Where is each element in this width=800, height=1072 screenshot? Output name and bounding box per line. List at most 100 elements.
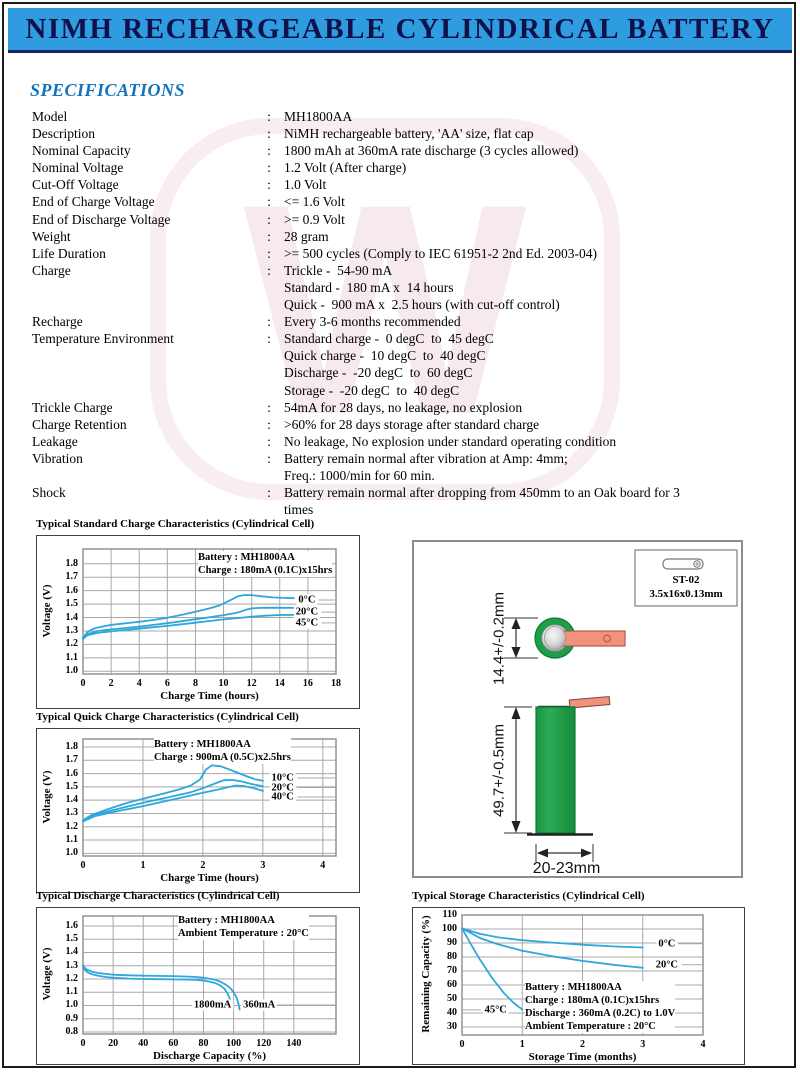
spec-row: Model: MH1800AA <box>32 108 772 125</box>
spec-label: End of Charge Voltage <box>32 194 155 210</box>
y-tick-label: 1.8 <box>65 557 79 569</box>
curve-0°C <box>82 594 295 639</box>
spec-label: Nominal Voltage <box>32 160 124 176</box>
spec-colon: : <box>267 126 271 142</box>
curve-label-0°C: 0°C <box>296 594 318 606</box>
diameter-label: 14.4+/-0.2mm <box>490 592 508 685</box>
spec-label: Charge Retention <box>32 416 127 432</box>
spec-row: Leakage: No leakage, No explosion under s… <box>32 433 772 450</box>
spec-value: <= 1.6 Volt <box>284 193 772 210</box>
spec-value: Battery remain normal after vibration at… <box>284 450 772 484</box>
tab-hole <box>603 634 611 643</box>
y-tick-label: 1.0 <box>65 999 79 1011</box>
spec-value: 1.2 Volt (After charge) <box>284 159 772 176</box>
x-axis-label: Storage Time (months) <box>528 1051 637 1063</box>
x-tick-label: 1 <box>519 1039 525 1050</box>
spec-label: Description <box>32 126 95 142</box>
spec-value-line: Standard charge - 0 degC to 45 degC <box>284 331 494 347</box>
spec-row: Weight:28 gram <box>32 228 772 245</box>
spec-row: Charge: Trickle - 54-90 mA Standard - 180 … <box>32 262 772 313</box>
spec-value: NiMH rechargeable battery, 'AA' size, fl… <box>284 125 772 142</box>
curve-40°C <box>82 784 264 823</box>
x-tick-label: 0 <box>80 678 86 689</box>
y-tick-label: 40 <box>447 1007 457 1019</box>
spec-value: MH1800AA <box>284 108 772 125</box>
spec-colon: : <box>267 211 271 227</box>
x-tick-label: 4 <box>320 860 326 871</box>
x-tick-label: 0 <box>80 1038 86 1049</box>
spec-value: >60% for 28 days storage after standard … <box>284 416 772 433</box>
x-tick-label: 40 <box>138 1038 149 1049</box>
page-title: NIMH RECHARGEABLE CYLINDRICAL BATTERY <box>25 12 775 45</box>
curve-label-0°C: 0°C <box>656 938 678 950</box>
spec-value-line: Trickle - 54-90 mA <box>284 262 393 278</box>
y-tick-label: 1.6 <box>65 584 79 596</box>
spec-colon: : <box>267 450 271 466</box>
curve-label-20°C: 20°C <box>269 782 296 794</box>
curve-20°C <box>82 606 295 640</box>
spec-value-line: >= 0.9 Volt <box>284 211 345 227</box>
curve-10°C <box>82 764 264 821</box>
spec-label: Life Duration <box>32 245 106 261</box>
spec-label: Trickle Charge <box>32 399 113 415</box>
x-tick-label: 4 <box>700 1039 706 1050</box>
chart-title: Typical Standard Charge Characteristics … <box>36 518 315 530</box>
y-tick-label: 1.1 <box>65 986 79 998</box>
spec-row: Charge Retention: >60% for 28 days storag… <box>32 416 772 433</box>
spec-value: 1800 mAh at 360mA rate discharge (3 cycl… <box>284 142 772 159</box>
spec-value-line: NiMH rechargeable battery, 'AA' size, fl… <box>284 126 534 142</box>
spec-value-line: times <box>284 502 314 518</box>
spec-label: Recharge <box>32 314 83 330</box>
spec-value-line: No leakage, No explosion under standard … <box>284 433 617 449</box>
spec-value-line: <= 1.6 Volt <box>284 194 345 210</box>
y-tick-label: 0.8 <box>65 1026 79 1037</box>
spec-colon: : <box>267 177 271 193</box>
solder-tab-icon <box>662 558 704 570</box>
y-tick-label: 1.4 <box>65 946 79 958</box>
y-tick-label: 1.1 <box>65 651 79 663</box>
spec-list: Model: MH1800AA Description: NiMH rechargea… <box>32 108 772 518</box>
spec-value-line: 1.0 Volt <box>284 177 327 193</box>
curve-label-45°C: 45°C <box>482 1004 509 1016</box>
spec-value-line: 54mA for 28 days, no leakage, no explosi… <box>284 399 523 415</box>
x-tick-label: 60 <box>168 1038 179 1049</box>
chart-title: Typical Quick Charge Characteristics (Cy… <box>36 711 299 723</box>
x-tick-label: 20 <box>108 1038 119 1049</box>
x-tick-label: 0 <box>459 1039 465 1050</box>
y-tick-label: 1.6 <box>65 767 79 779</box>
spec-value: 1.0 Volt <box>284 176 772 193</box>
curve-label-1800mA: 1800mA <box>191 999 234 1011</box>
spec-colon: : <box>267 416 271 432</box>
chart-legend: Battery : MH1800AA Charge : 180mA (0.1C)… <box>198 551 333 577</box>
spec-colon: : <box>267 109 271 124</box>
spec-colon: : <box>267 143 271 159</box>
y-tick-label: 1.3 <box>65 624 79 636</box>
spec-colon: : <box>267 245 271 261</box>
spec-colon: : <box>267 314 271 330</box>
spec-value: No leakage, No explosion under standard … <box>284 433 772 450</box>
chart: 0 1 2 3 4 1.8 1.7 1.6 1.5 1.4 1.3 1.2 1.1 1.0 Charge T… <box>36 728 360 893</box>
spec-value: 28 gram <box>284 228 772 245</box>
y-tick-label: 1.0 <box>65 847 79 859</box>
spec-colon: : <box>267 399 271 415</box>
section-title: SPECIFICATIONS <box>30 80 186 100</box>
curve-360mA <box>82 964 241 1011</box>
chart-legend: Battery : MH1800AA Ambient Temperature :… <box>178 914 309 940</box>
x-tick-label: 4 <box>136 678 142 689</box>
spec-value-line: >60% for 28 days storage after standard … <box>284 416 540 432</box>
y-tick-label: 1.0 <box>65 665 79 677</box>
spec-value: 54mA for 28 days, no leakage, no explosi… <box>284 399 772 416</box>
spec-colon: : <box>267 160 271 176</box>
curve-label-360mA: 360mA <box>241 999 278 1011</box>
chart-canvas <box>82 548 337 675</box>
y-tick-label: 1.7 <box>65 571 79 583</box>
x-tick-label: 0 <box>80 860 86 871</box>
y-tick-label: 1.3 <box>65 807 79 819</box>
curve-45°C <box>461 927 524 1011</box>
spec-label: Shock <box>32 485 66 501</box>
spec-row: Trickle Charge:54mA for 28 days, no leak… <box>32 399 772 416</box>
battery-outline-panel: ST-02 3.5x16x0.13mm 14.4+/-0.2mm 49.7+/-… <box>412 540 743 878</box>
y-tick-label: 1.8 <box>65 740 79 752</box>
spec-row: Nominal Capacity:1800 mAh at 360mA rate … <box>32 142 772 159</box>
